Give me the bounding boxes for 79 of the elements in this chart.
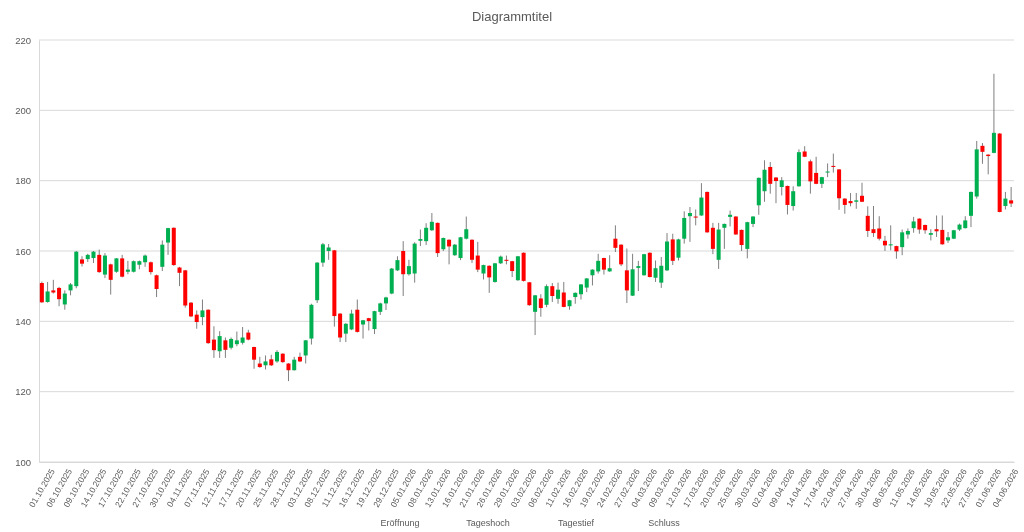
candlestick — [699, 182, 704, 217]
candlestick — [877, 215, 882, 241]
candlestick — [687, 206, 692, 243]
candlestick — [349, 309, 354, 331]
candlestick — [125, 260, 130, 275]
y-tick-label: 220 — [15, 34, 31, 46]
candlestick — [406, 259, 411, 277]
candlestick — [980, 142, 985, 165]
candlestick — [515, 255, 520, 282]
candlestick — [831, 153, 836, 174]
chart-title: Diagrammtitel — [471, 9, 553, 24]
candlestick — [108, 263, 113, 296]
candlestick — [561, 281, 566, 308]
candlestick — [825, 162, 830, 178]
candlestick — [45, 281, 50, 304]
candlestick — [991, 73, 996, 154]
candlestick — [613, 224, 618, 253]
y-tick-label: 100 — [15, 456, 31, 468]
y-tick-label: 160 — [15, 245, 31, 257]
candlestick — [160, 239, 165, 272]
candlestick — [791, 185, 796, 212]
candlestick — [722, 223, 727, 250]
candlestick — [785, 185, 790, 215]
candlestick — [670, 233, 675, 266]
y-tick-label: 200 — [15, 104, 31, 116]
candlestick — [733, 215, 738, 236]
candlestick — [779, 176, 784, 196]
candlestick — [57, 286, 62, 307]
candlestick — [946, 231, 951, 244]
candlestick — [619, 243, 624, 267]
candlestick — [682, 210, 687, 245]
candlestick — [544, 283, 549, 308]
candlestick — [475, 241, 480, 273]
candlestick — [538, 293, 543, 318]
candlestick — [429, 212, 434, 232]
candlestick — [470, 238, 475, 264]
text: Tageshoch — [466, 518, 510, 528]
candlestick — [556, 282, 561, 305]
y-tick-label: 120 — [15, 386, 31, 398]
candlestick — [814, 156, 819, 185]
candlestick — [808, 159, 813, 195]
text: Tagestief — [557, 518, 595, 528]
candlestick — [636, 260, 641, 292]
candlestick — [338, 312, 343, 343]
text: Eröffnung — [380, 518, 420, 528]
candlestick — [217, 330, 222, 359]
candlestick — [97, 249, 102, 274]
candlestick — [596, 253, 601, 275]
candlestick — [762, 159, 767, 203]
candlestick — [1009, 186, 1014, 208]
candlestick — [401, 240, 406, 297]
candlestick — [80, 255, 85, 267]
candlestick — [383, 296, 388, 311]
candlestick — [343, 322, 348, 343]
candlestick — [200, 299, 205, 326]
candlestick — [355, 299, 360, 334]
candlestick — [888, 224, 893, 251]
candlestick — [710, 222, 715, 255]
candlestick — [768, 161, 773, 195]
candlestick — [39, 281, 44, 304]
candlestick — [102, 252, 107, 279]
candlestick — [194, 309, 199, 330]
candlestick — [234, 331, 239, 347]
y-tick-label: 180 — [15, 175, 31, 187]
candlestick — [487, 264, 492, 294]
y-tick-label: 140 — [15, 315, 31, 327]
candlestick — [533, 294, 538, 336]
candlestick — [728, 210, 733, 227]
candlestick — [550, 282, 555, 303]
candlestick — [320, 242, 325, 268]
candlestick — [223, 337, 228, 359]
text: Schluss — [648, 518, 681, 528]
candlestick — [211, 325, 216, 359]
candlestick — [900, 229, 905, 256]
candlestick — [968, 191, 973, 228]
candlestick — [62, 289, 67, 311]
candlestick — [624, 248, 629, 304]
candlestick — [424, 222, 429, 246]
candlestick — [166, 227, 171, 256]
